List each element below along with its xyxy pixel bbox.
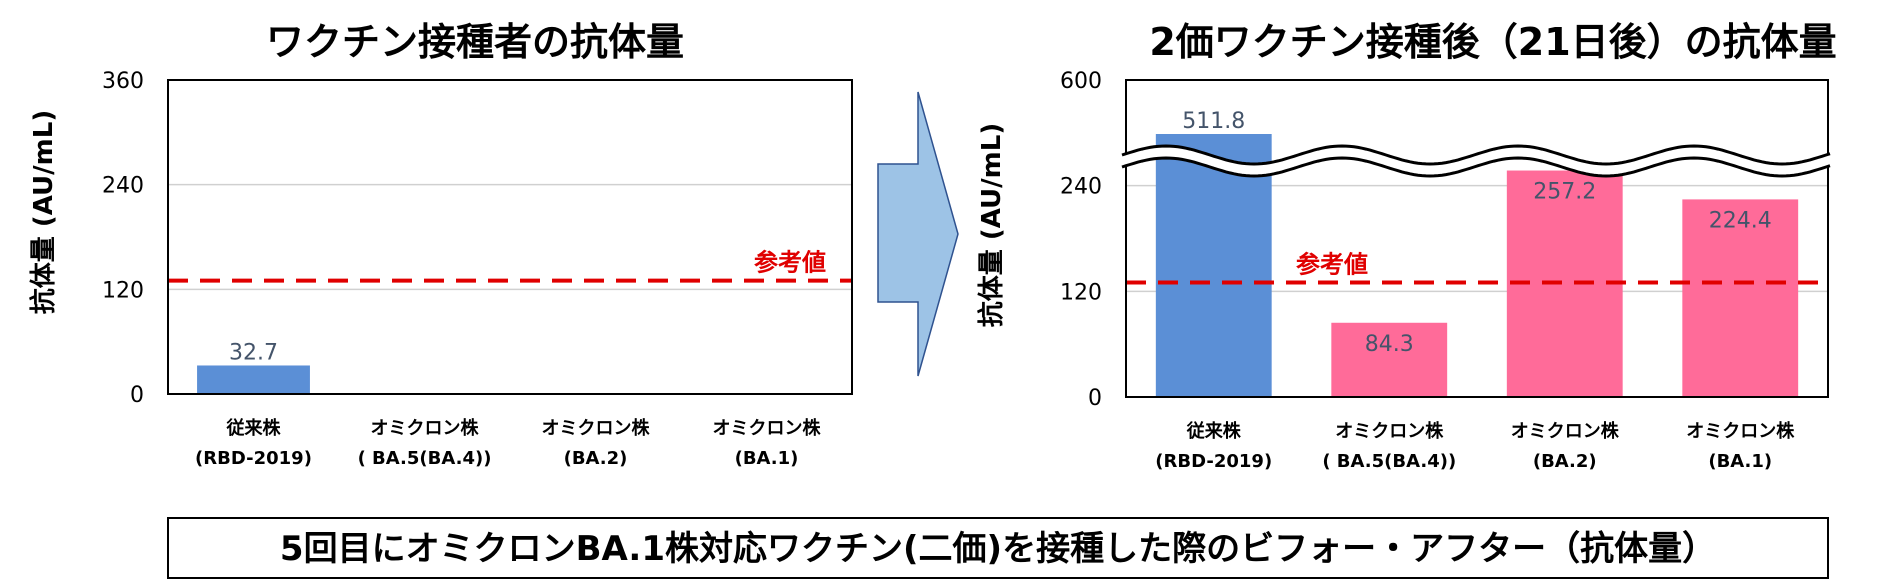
left-y-tick-label: 120: [102, 278, 144, 303]
right-y-tick-label: 120: [1060, 280, 1102, 305]
right-reference-label: 参考値: [1296, 251, 1368, 279]
left-category-labels: 従来株 (RBD-2019) オミクロン株 ( BA.5(BA.4)) オミクロン株 (B…: [195, 417, 821, 469]
left-reference-label: 参考値: [754, 249, 826, 277]
right-y-tick-label: 0: [1088, 386, 1102, 411]
right-y-tick-label: 600: [1060, 69, 1102, 94]
left-category-sublabel-1: ( BA.5(BA.4)): [358, 448, 492, 469]
right-reference-line: 参考値: [1126, 251, 1828, 285]
left-y-tick-label: 360: [102, 69, 144, 94]
right-category-sublabel-0: (RBD-2019): [1155, 451, 1272, 472]
right-category-label-3: オミクロン株: [1686, 420, 1795, 442]
left-y-axis-label: 抗体量 (AU/mL): [28, 110, 59, 314]
right-category-sublabel-1: ( BA.5(BA.4)): [1322, 451, 1456, 472]
left-data-label-0: 32.7: [229, 340, 278, 365]
left-category-sublabel-2: (BA.2): [564, 448, 628, 469]
left-category-sublabel-0: (RBD-2019): [195, 448, 312, 469]
axis-break-line-top: [1121, 144, 1831, 166]
right-y-tick-label: 240: [1060, 175, 1102, 200]
left-category-label-1: オミクロン株: [371, 417, 480, 439]
right-category-label-0: 従来株: [1186, 420, 1242, 442]
right-chart-title: 2価ワクチン接種後（21日後）の抗体量: [1149, 20, 1836, 64]
left-gridlines: [168, 183, 852, 291]
left-category-label-2: オミクロン株: [542, 417, 651, 439]
left-y-tick-labels: 0 120 240 360: [102, 69, 144, 408]
left-chart-title: ワクチン接種者の抗体量: [266, 20, 684, 64]
right-data-label-1: 84.3: [1365, 332, 1414, 357]
left-bars: 32.7: [197, 340, 310, 394]
right-data-label-0: 511.8: [1182, 109, 1245, 134]
axis-break-band: [1122, 146, 1832, 176]
left-bar-0: [197, 365, 310, 394]
right-category-sublabel-3: (BA.1): [1708, 451, 1772, 472]
axis-break-mark: [1121, 144, 1832, 178]
left-category-label-0: 従来株: [226, 417, 282, 439]
right-bar-1: [1331, 322, 1448, 397]
right-data-label-3: 224.4: [1709, 208, 1772, 233]
right-y-axis-label: 抗体量 (AU/mL): [976, 123, 1007, 327]
footer-caption: 5回目にオミクロンBA.1株対応ワクチン(二価)を接種した際のビフォー・アフター…: [280, 529, 1716, 569]
right-data-label-2: 257.2: [1533, 180, 1596, 205]
right-bar-0: [1155, 134, 1272, 397]
right-arrow-icon: [877, 91, 959, 377]
right-category-labels: 従来株 (RBD-2019) オミクロン株 ( BA.5(BA.4)) オミクロン株 (B…: [1155, 420, 1795, 472]
right-category-label-1: オミクロン株: [1335, 420, 1444, 442]
left-y-tick-label: 240: [102, 174, 144, 199]
axis-break-line-bottom: [1121, 156, 1831, 178]
left-plot-frame: [167, 79, 853, 395]
left-reference-line: 参考値: [168, 249, 852, 283]
left-category-label-3: オミクロン株: [713, 417, 822, 439]
right-bar-3: [1682, 199, 1799, 397]
right-category-label-2: オミクロン株: [1511, 420, 1620, 442]
right-y-tick-labels: 0 120 240 600: [1060, 69, 1102, 411]
right-plot-frame: [1125, 79, 1829, 398]
right-category-sublabel-2: (BA.2): [1533, 451, 1597, 472]
footer-caption-box: 5回目にオミクロンBA.1株対応ワクチン(二価)を接種した際のビフォー・アフター…: [167, 517, 1829, 579]
left-category-sublabel-3: (BA.1): [735, 448, 799, 469]
right-chart: 2価ワクチン接種後（21日後）の抗体量 抗体量 (AU/mL) 0 120 240 6…: [976, 20, 1837, 472]
left-y-tick-label: 0: [130, 383, 144, 408]
